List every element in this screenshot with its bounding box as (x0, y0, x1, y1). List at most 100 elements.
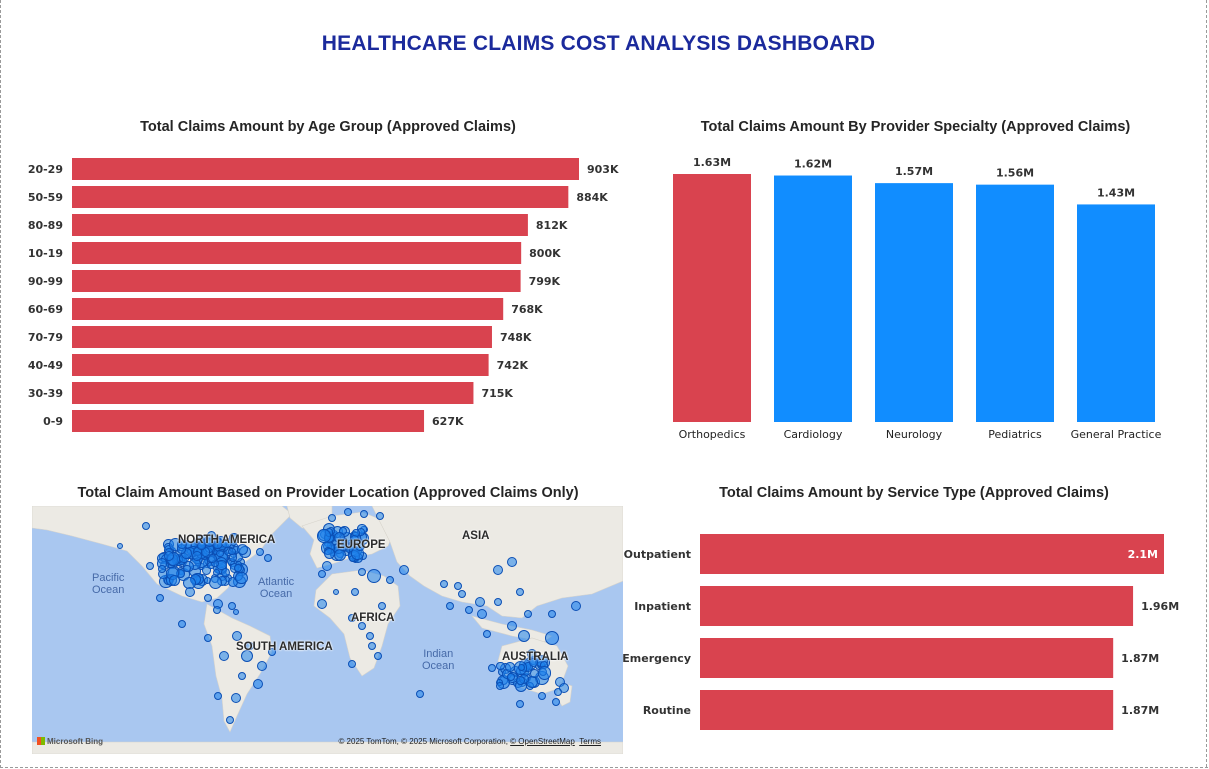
map-bubble-icon[interactable] (440, 580, 448, 588)
map-bubble-icon[interactable] (214, 692, 222, 700)
age-bar[interactable] (72, 242, 522, 264)
map-bubble-icon[interactable] (181, 548, 193, 560)
map-bubble-icon[interactable] (516, 675, 526, 685)
map-bubble-icon[interactable] (518, 630, 530, 642)
specialty-bar[interactable] (673, 174, 751, 422)
map-bubble-icon[interactable] (367, 569, 381, 583)
map-bubble-icon[interactable] (376, 512, 384, 520)
map-bubble-icon[interactable] (213, 606, 221, 614)
map-bubble-icon[interactable] (203, 534, 216, 547)
map-bubble-icon[interactable] (207, 554, 217, 564)
map-bubble-icon[interactable] (537, 666, 552, 681)
map-bubble-icon[interactable] (146, 562, 154, 570)
map-bubble-icon[interactable] (142, 522, 150, 530)
map-bubble-icon[interactable] (399, 565, 409, 575)
map-bubble-icon[interactable] (465, 606, 473, 614)
map-bubble-icon[interactable] (169, 575, 181, 587)
map-bubble-icon[interactable] (233, 563, 242, 572)
specialty-bar[interactable] (976, 184, 1054, 422)
map-bubble-icon[interactable] (348, 614, 356, 622)
age-bar[interactable] (72, 354, 489, 376)
map-bubble-icon[interactable] (232, 631, 242, 641)
map-bubble-icon[interactable] (317, 529, 331, 543)
age-bar[interactable] (72, 410, 425, 432)
map-bubble-icon[interactable] (351, 588, 359, 596)
map-bubble-icon[interactable] (231, 693, 241, 703)
map-bubble-icon[interactable] (524, 610, 532, 618)
map-bubble-icon[interactable] (177, 539, 187, 549)
map-bubble-icon[interactable] (212, 568, 221, 576)
map-bubble-icon[interactable] (496, 682, 504, 690)
map-bubble-icon[interactable] (221, 537, 232, 548)
map-bubble-icon[interactable] (257, 661, 267, 671)
map-bubble-icon[interactable] (164, 551, 175, 562)
map-bubble-icon[interactable] (256, 548, 264, 556)
map-bubble-icon[interactable] (333, 589, 339, 595)
map-bubble-icon[interactable] (446, 602, 454, 610)
map-bubble-icon[interactable] (238, 672, 246, 680)
map-bubble-icon[interactable] (495, 661, 505, 671)
map-bubble-icon[interactable] (360, 510, 368, 518)
map-bubble-icon[interactable] (366, 632, 374, 640)
specialty-bar[interactable] (1077, 204, 1155, 422)
map-bubble-icon[interactable] (328, 514, 336, 522)
map-bubble-icon[interactable] (548, 610, 556, 618)
map-bubble-icon[interactable] (334, 531, 346, 543)
map-bubble-icon[interactable] (571, 601, 581, 611)
map-bubble-icon[interactable] (317, 599, 327, 609)
openstreetmap-link[interactable]: © OpenStreetMap (510, 737, 575, 746)
map-bubble-icon[interactable] (552, 698, 560, 706)
map-bubble-icon[interactable] (117, 543, 123, 549)
map-bubble-icon[interactable] (545, 631, 559, 645)
age-bar[interactable] (72, 186, 569, 208)
map-bubble-icon[interactable] (368, 642, 376, 650)
map-bubble-icon[interactable] (488, 664, 496, 672)
map-bubble-icon[interactable] (219, 651, 229, 661)
map-bubble-icon[interactable] (483, 630, 491, 638)
map-bubble-icon[interactable] (350, 535, 360, 545)
map-bubble-icon[interactable] (493, 565, 503, 575)
map-bubble-icon[interactable] (235, 571, 248, 585)
map-bubble-icon[interactable] (504, 662, 515, 672)
map-bubble-icon[interactable] (527, 649, 537, 659)
age-bar[interactable] (72, 270, 521, 292)
map-bubble-icon[interactable] (204, 576, 212, 585)
map-bubble-icon[interactable] (477, 609, 487, 619)
map-bubble-icon[interactable] (416, 690, 424, 698)
map-bubble-icon[interactable] (516, 588, 524, 596)
map-bubble-icon[interactable] (507, 621, 517, 631)
terms-link[interactable]: Terms (579, 737, 601, 746)
map-bubble-icon[interactable] (374, 652, 382, 660)
age-bar[interactable] (72, 382, 474, 404)
map-bubble-icon[interactable] (506, 673, 515, 682)
map-bubble-icon[interactable] (494, 598, 502, 606)
map-bubble-icon[interactable] (378, 602, 386, 610)
map-bubble-icon[interactable] (233, 609, 239, 615)
map-bubble-icon[interactable] (454, 582, 462, 590)
map-bubble-icon[interactable] (358, 568, 366, 576)
map-bubble-icon[interactable] (185, 587, 195, 597)
service-bar[interactable] (700, 534, 1164, 574)
map-bubble-icon[interactable] (197, 542, 206, 551)
map-bubble-icon[interactable] (204, 594, 212, 602)
map-bubble-icon[interactable] (241, 650, 253, 662)
map-bubble-icon[interactable] (344, 508, 352, 516)
map-bubble-icon[interactable] (475, 597, 485, 607)
age-bar[interactable] (72, 214, 528, 236)
map-bubble-icon[interactable] (458, 590, 466, 598)
map-bubble-icon[interactable] (268, 648, 276, 656)
map-bubble-icon[interactable] (226, 716, 234, 724)
specialty-bar[interactable] (875, 183, 953, 422)
map-bubble-icon[interactable] (158, 564, 167, 573)
map-bubble-icon[interactable] (538, 692, 546, 700)
service-bar[interactable] (700, 690, 1114, 730)
age-bar[interactable] (72, 326, 492, 348)
map-bubble-icon[interactable] (517, 664, 526, 672)
map-bubble-icon[interactable] (322, 561, 332, 571)
specialty-bar[interactable] (774, 175, 852, 422)
map-bubble-icon[interactable] (216, 549, 224, 558)
map-bubble-icon[interactable] (348, 660, 356, 668)
map-bubble-icon[interactable] (228, 547, 236, 555)
map-bubble-icon[interactable] (358, 622, 366, 630)
map-bubble-icon[interactable] (192, 550, 203, 561)
